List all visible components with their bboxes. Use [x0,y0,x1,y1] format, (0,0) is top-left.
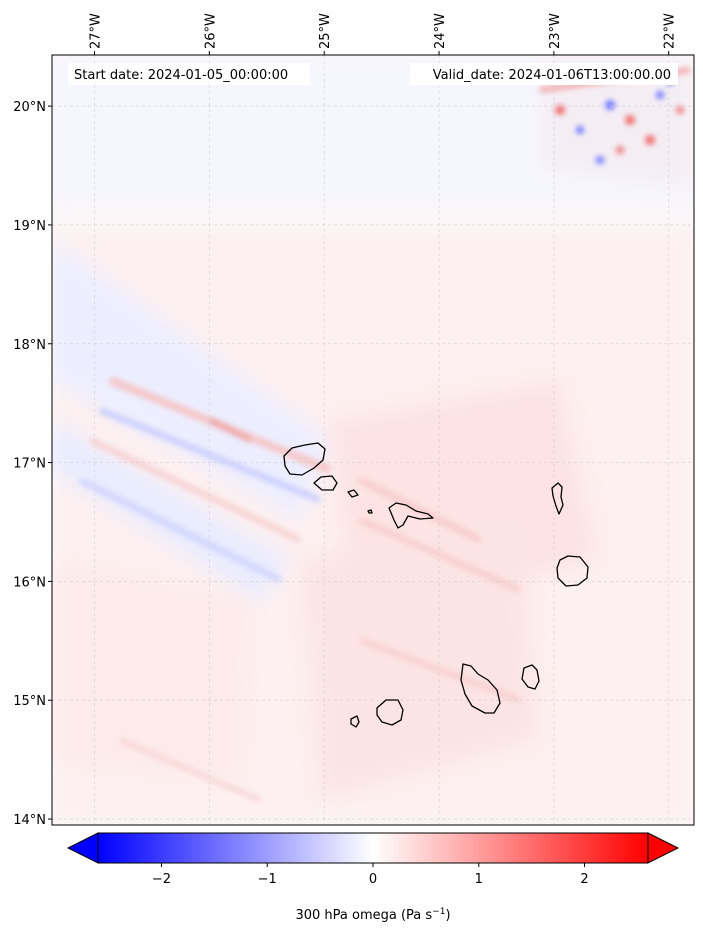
island-sao-vicente [313,475,338,491]
latitude-ticks: 14°N 15°N 16°N 17°N 18°N 19°N 20°N [13,100,52,828]
lon-tick-label: 25°W [318,13,333,49]
colorbar-extend-high [647,832,680,864]
colorbar-tick-label: 1 [475,872,483,887]
omega-noise [78,67,691,803]
lat-tick-label: 14°N [13,813,46,828]
valid-date-label: Valid_date: 2024-01-06T13:00:00.00 [433,68,671,83]
colorbar-tick-label: 2 [580,872,588,887]
island-santo-antao [283,442,326,476]
omega-field [52,55,694,825]
longitude-ticks: 27°W 26°W 25°W 24°W 23°W 22°W [88,13,678,55]
lon-tick-label: 22°W [663,13,678,49]
island-branco [367,509,373,514]
island-maio [521,664,540,690]
colorbar-tick-label: −2 [152,872,171,887]
colorbar-tick-label: 0 [369,872,377,887]
lat-tick-label: 18°N [13,338,46,353]
lat-tick-label: 15°N [13,694,46,709]
lon-tick-label: 23°W [548,13,563,49]
colorbar: −2 −1 0 1 2 300 hPa omega (Pa s−1) [66,832,680,923]
island-santa-luzia [347,489,359,498]
island-sao-nicolau [388,502,434,529]
start-date-box [68,63,310,85]
island-sal [551,482,564,515]
coastlines [283,442,589,728]
map-panel [52,55,694,825]
lon-tick-label: 26°W [203,13,218,49]
start-date-label: Start date: 2024-01-05_00:00:00 [74,68,288,83]
gridlines [52,55,694,825]
colorbar-label: 300 hPa omega (Pa s−1) [295,907,450,923]
lat-tick-label: 19°N [13,219,46,234]
island-santiago [460,663,501,714]
colorbar-gradient [97,832,649,864]
island-fogo [376,699,404,726]
lon-tick-label: 24°W [433,13,448,49]
island-brava [350,715,360,728]
lat-tick-label: 20°N [13,100,46,115]
colorbar-extend-low [66,832,99,864]
lon-tick-label: 27°W [88,13,103,49]
colorbar-tick-label: −1 [258,872,277,887]
colorbar-ticks: −2 −1 0 1 2 [152,863,589,887]
map-frame [51,54,695,826]
valid-date-box [410,63,678,85]
lat-tick-label: 16°N [13,575,46,590]
island-boa-vista [556,555,589,587]
lat-tick-label: 17°N [13,457,46,472]
